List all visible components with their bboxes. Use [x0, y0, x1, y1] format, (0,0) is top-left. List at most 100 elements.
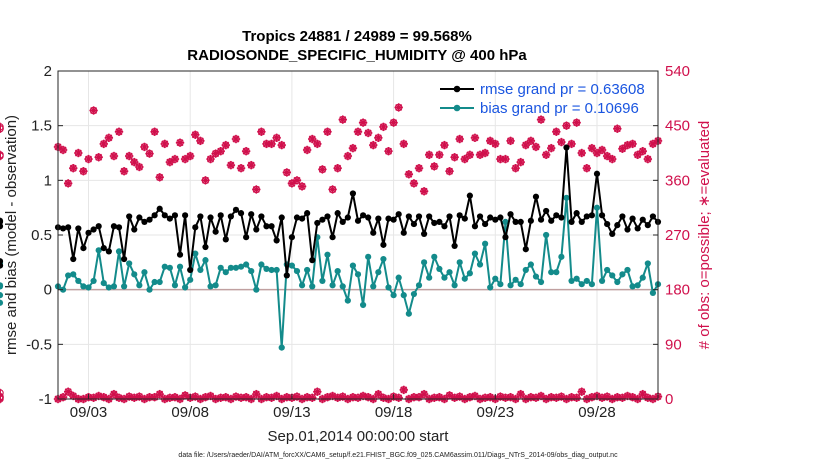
obs-marker-69: [404, 170, 414, 179]
obs-marker-2: [63, 179, 73, 188]
obs-marker-95-stroke-3: [537, 116, 545, 124]
bias-point-59: [354, 271, 362, 278]
obs-marker-44: [277, 140, 286, 150]
obs-bottom-marker-122: [0, 392, 4, 402]
bias-point-37: [243, 261, 250, 268]
obs-marker-103-ring: [577, 149, 586, 157]
obs-marker-40: [257, 127, 266, 136]
rmse-point-72: [421, 230, 428, 238]
obs-marker-110: [613, 124, 622, 133]
rmse-point-49: [304, 210, 311, 217]
rmse-point-102: [573, 210, 580, 217]
obs-bottom-marker-67-stroke-3: [395, 394, 403, 402]
obs-marker-103-stroke-3: [578, 149, 586, 157]
obs-marker-77-stroke-3: [446, 167, 453, 175]
obs-marker-81-stroke-3: [466, 151, 474, 159]
obs-marker-2-ring: [64, 179, 72, 188]
obs-marker-81-ring: [466, 151, 474, 159]
bias-point-92: [522, 266, 529, 274]
rmse-point-114: [634, 225, 641, 232]
obs-bottom-marker-20-ring: [155, 390, 164, 398]
obs-marker-53: [323, 127, 332, 136]
obs-marker-58-ring: [349, 144, 357, 152]
rmse-point-107: [598, 212, 606, 219]
obs-marker-100-ring: [562, 121, 571, 130]
rmse-point-18: [146, 216, 153, 223]
rmse-point-6: [85, 229, 92, 236]
obs-marker-65-stroke-3: [385, 147, 392, 155]
bias-point-75: [436, 265, 443, 272]
rmse-point-21: [161, 212, 168, 219]
obs-marker-116-ring: [644, 155, 652, 163]
y-tick-label-5: 1.5: [31, 118, 52, 135]
obs-bottom-marker-91-ring: [516, 390, 525, 398]
bias-point-123: [0, 299, 4, 306]
obs-marker-114-ring: [633, 151, 642, 159]
bias-point-39: [253, 286, 260, 293]
obs-marker-17-ring: [140, 143, 149, 151]
bias-point-28: [197, 266, 204, 274]
bias-point-41: [263, 265, 270, 272]
rmse-point-104: [583, 213, 590, 220]
bias-point-33: [222, 269, 229, 276]
rmse-point-32: [217, 212, 224, 219]
obs-marker-10-stroke-3: [105, 134, 113, 142]
obs-marker-33: [221, 140, 230, 150]
obs-marker-77-ring: [445, 167, 454, 175]
rmse-point-54: [329, 234, 336, 241]
obs-marker-26-ring: [186, 152, 194, 160]
obs-marker-29-ring: [201, 176, 210, 185]
obs-marker-8-ring: [94, 153, 103, 162]
obs-marker-48-ring: [298, 182, 306, 191]
obs-marker-78-stroke-3: [451, 153, 459, 161]
rmse-point-38: [248, 211, 255, 218]
bias-point-96: [543, 231, 550, 239]
obs-marker-79: [455, 134, 464, 144]
rmse-point-65: [385, 215, 392, 222]
obs-marker-71-ring: [415, 164, 423, 172]
obs-marker-8-stroke-3: [95, 153, 103, 161]
bias-point-24: [176, 263, 184, 270]
bias-point-52: [319, 277, 326, 285]
obs-marker-40-stroke-3: [257, 128, 265, 136]
bias-point-122: [0, 283, 4, 290]
rmse-point-57: [344, 214, 351, 221]
bias-point-90: [512, 276, 519, 283]
rmse-point-10: [105, 248, 112, 255]
rmse-point-47: [293, 214, 301, 221]
rmse-point-39: [253, 226, 260, 233]
obs-marker-15-stroke-3: [130, 158, 138, 166]
rmse-point-14: [126, 213, 133, 220]
obs-bottom-marker-72-stroke-3: [420, 390, 428, 398]
obs-marker-58: [348, 143, 358, 153]
obs-marker-88-stroke-3: [501, 155, 509, 163]
obs-bottom-marker-122-ring: [0, 393, 4, 401]
obs-marker-82: [470, 133, 480, 143]
bias-point-57: [344, 297, 351, 304]
obs-bottom-marker-91-stroke-3: [517, 390, 525, 398]
obs-marker-43-stroke-3: [273, 134, 281, 142]
obs-marker-42-ring: [267, 140, 276, 148]
obs-marker-38-stroke-3: [247, 161, 255, 169]
rmse-point-99: [558, 214, 565, 221]
obs-marker-44-ring: [277, 141, 286, 149]
obs-marker-109-stroke-3: [608, 155, 616, 163]
bias-point-4: [75, 277, 82, 285]
footer-data-file: data file: /Users/raeder/DAI/ATM_forcXX/…: [178, 452, 618, 459]
obs-marker-24-stroke-3: [176, 139, 184, 147]
obs-marker-111-ring: [618, 144, 627, 153]
obs-bottom-marker-50-stroke-3: [308, 394, 316, 402]
obs-marker-26: [186, 151, 195, 161]
rmse-point-45: [283, 272, 290, 279]
obs-bottom-marker-68-ring: [400, 386, 408, 394]
obs-bottom-marker-72-ring: [420, 390, 428, 398]
obs-marker-70-stroke-3: [410, 179, 418, 187]
rmse-point-85: [487, 214, 494, 221]
rmse-point-79: [456, 212, 463, 219]
obs-bottom-marker-82-stroke-3: [471, 392, 479, 400]
y-tick-label-3: 0.5: [31, 227, 52, 244]
bias-point-74: [431, 253, 438, 260]
obs-marker-96-stroke-3: [542, 151, 550, 159]
obs-bottom-marker-67: [394, 393, 403, 402]
obs-bottom-marker-30-stroke-3: [207, 392, 215, 400]
